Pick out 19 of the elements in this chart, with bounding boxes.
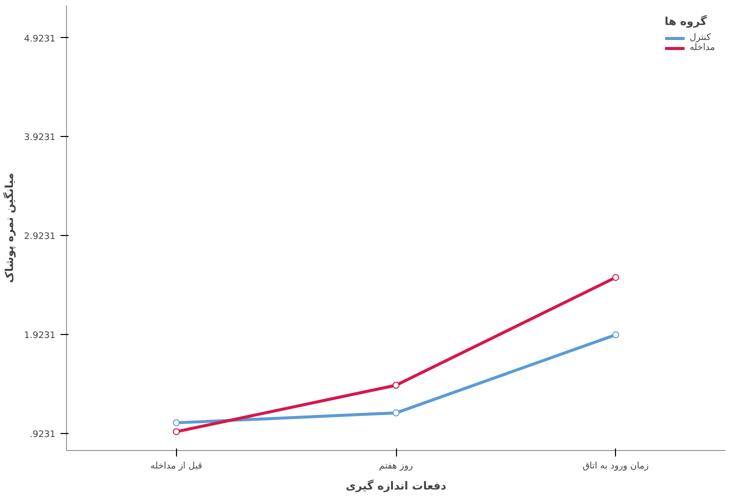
y-tick-label: 2.9231 xyxy=(24,232,56,242)
y-tick-label: 3.9231 xyxy=(24,133,56,144)
x-tick-label: روز هفتم xyxy=(379,462,413,472)
y-tick-label: 1.9231 xyxy=(24,330,56,341)
legend-label: مداخله xyxy=(690,43,715,53)
x-axis-title: دفعات اندازه گیری xyxy=(346,480,447,492)
point xyxy=(172,419,180,426)
x-tick-label: زمان ورود به اتاق xyxy=(582,462,649,472)
point xyxy=(172,428,180,436)
x-tick-label: قبل از مداخله xyxy=(150,462,202,472)
legend-title: گروه ها xyxy=(664,15,708,28)
y-tick-label: .9231 xyxy=(30,430,56,440)
y-tick-label: 4.9231 xyxy=(24,34,56,44)
point xyxy=(612,274,620,281)
legend-label: کنترل xyxy=(690,33,711,43)
point xyxy=(392,409,400,416)
point xyxy=(392,382,400,389)
y-axis-title: میانگین نمره پوشاک xyxy=(3,172,16,284)
point xyxy=(612,331,620,338)
